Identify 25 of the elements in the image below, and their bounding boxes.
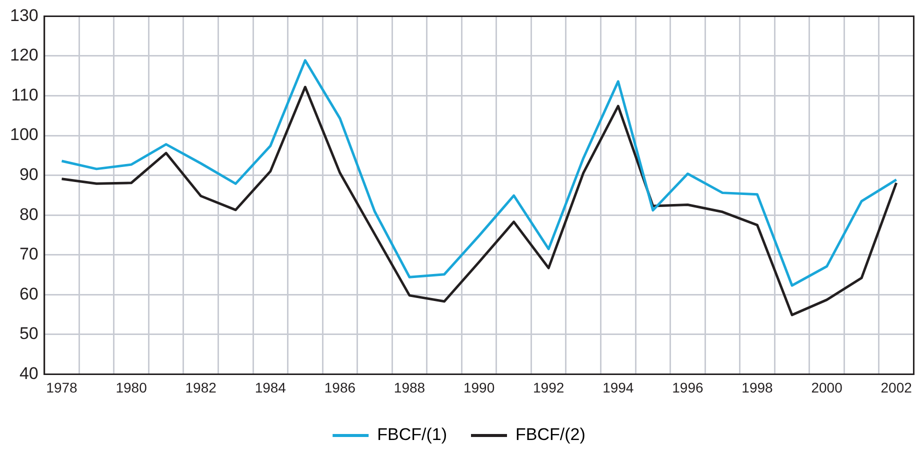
x-tick-label: 1998 (742, 379, 774, 396)
legend-label: FBCF/(1) (377, 425, 448, 444)
y-tick-label: 120 (10, 46, 38, 65)
legend-label: FBCF/(2) (516, 425, 586, 444)
x-tick-label: 1996 (672, 379, 704, 396)
x-tick-label: 1994 (602, 379, 634, 396)
y-tick-label: 90 (19, 165, 38, 184)
y-tick-label: 100 (10, 125, 38, 144)
y-tick-label: 60 (19, 284, 38, 304)
x-tick-label: 1992 (533, 379, 564, 396)
x-tick-label: 1982 (185, 379, 217, 396)
y-tick-label: 70 (19, 244, 38, 264)
y-tick-label: 130 (10, 6, 38, 25)
x-tick-label: 1988 (394, 379, 426, 396)
x-tick-label: 1980 (116, 379, 148, 396)
x-tick-label: 1990 (463, 379, 495, 396)
x-tick-label: 2002 (880, 379, 912, 396)
x-tick-label: 1986 (324, 379, 356, 396)
y-tick-label: 40 (19, 364, 38, 383)
y-tick-label: 80 (19, 204, 38, 224)
y-tick-label: 110 (11, 85, 38, 104)
y-tick-label: 50 (19, 324, 38, 344)
x-tick-label: 1984 (254, 379, 286, 396)
x-tick-label: 1978 (46, 379, 78, 396)
x-tick-label: 2000 (811, 379, 843, 396)
